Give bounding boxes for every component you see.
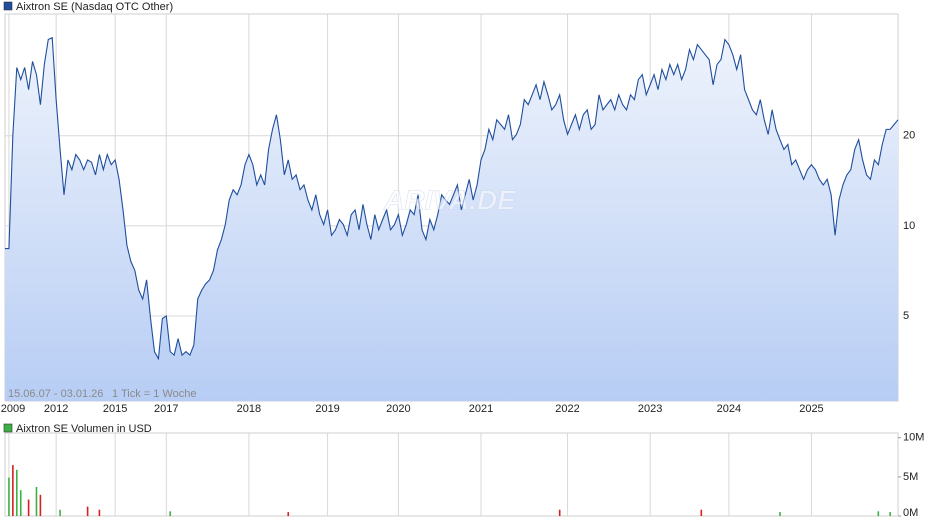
volume-bar <box>12 465 14 516</box>
x-tick-label: 2009 <box>1 403 25 415</box>
y-tick-label: 5 <box>903 310 909 322</box>
y-tick-label: 20 <box>903 130 915 142</box>
volume-legend-swatch <box>3 423 13 433</box>
volume-bar <box>889 512 891 516</box>
x-tick-label: 2022 <box>555 403 579 415</box>
tick-note: 1 Tick = 1 Woche <box>112 388 196 400</box>
volume-bar <box>27 499 30 516</box>
x-tick-label: 2015 <box>103 403 127 415</box>
volume-bar <box>59 509 61 516</box>
price-area <box>5 37 898 402</box>
volume-bar <box>8 477 10 516</box>
x-tick-label: 2024 <box>717 403 741 415</box>
y-tick-label: 0M <box>903 507 918 519</box>
volume-bar <box>98 509 101 516</box>
volume-bar <box>877 511 880 516</box>
x-tick-label: 2012 <box>44 403 68 415</box>
volume-bar <box>39 494 42 516</box>
volume-bar <box>35 487 38 516</box>
x-tick-label: 2018 <box>237 403 261 415</box>
watermark: ARIVA.DE <box>383 184 517 215</box>
price-legend-swatch <box>3 1 13 11</box>
x-tick-label: 2021 <box>469 403 493 415</box>
x-tick-label: 2023 <box>638 403 662 415</box>
volume-bar <box>169 511 172 516</box>
volume-legend-label: Aixtron SE Volumen in USD <box>16 423 152 435</box>
volume-bar <box>16 469 18 516</box>
y-tick-label: 10M <box>903 432 924 444</box>
volume-bar <box>287 512 290 516</box>
volume-bar <box>19 490 22 516</box>
date-range-note: 15.06.07 - 03.01.26 <box>8 388 103 400</box>
y-tick-label: 5M <box>903 471 918 483</box>
volume-plot-frame <box>4 432 899 517</box>
x-tick-label: 2020 <box>386 403 410 415</box>
y-tick-label: 10 <box>903 220 915 232</box>
price-line <box>5 36 899 361</box>
x-tick-label: 2019 <box>315 403 339 415</box>
x-tick-label: 2017 <box>154 403 178 415</box>
volume-bar <box>86 506 89 516</box>
volume-bar <box>700 509 703 516</box>
x-tick-label: 2025 <box>799 403 823 415</box>
price-legend-label: Aixtron SE (Nasdaq OTC Other) <box>16 1 173 13</box>
volume-bar <box>779 512 781 516</box>
volume-bar <box>558 509 561 516</box>
